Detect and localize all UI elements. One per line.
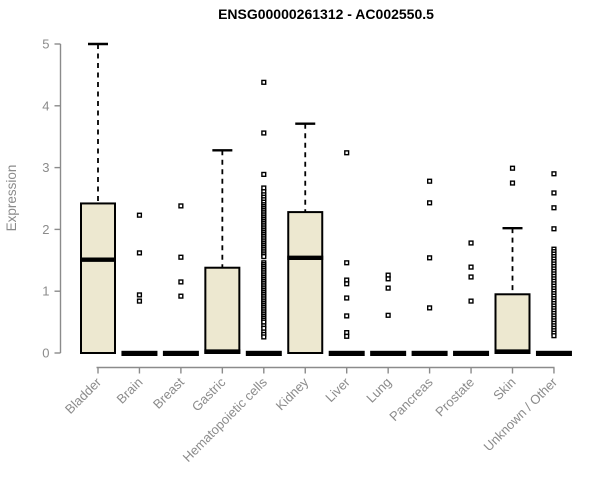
outlier-point [509, 180, 516, 186]
y-tick-label: 2 [42, 222, 49, 237]
x-tick-label: Gastric [189, 374, 229, 414]
outlier-point [261, 130, 267, 136]
boxplot-unknown-other [535, 171, 572, 356]
outlier-point [551, 226, 557, 232]
outlier-point [468, 264, 474, 270]
collapsed-box [328, 350, 365, 356]
x-tick-label: Kidney [273, 374, 312, 413]
y-tick-label: 0 [42, 346, 49, 361]
boxplot-kidney [287, 122, 324, 354]
boxplot-liver [328, 150, 365, 356]
outlier-point [261, 334, 267, 340]
x-tick-label: Skin [490, 375, 518, 403]
outlier-point [136, 250, 143, 256]
outlier-point [178, 293, 184, 299]
boxplot-bladder [80, 42, 116, 354]
box [287, 211, 324, 354]
chart-title: ENSG00000261312 - AC002550.5 [218, 6, 434, 22]
x-tick-label: Prostate [432, 375, 477, 420]
outlier-point [427, 178, 433, 184]
outlier-point [136, 298, 143, 304]
outlier-point [261, 171, 267, 177]
boxplot-prostate [453, 240, 490, 356]
outlier-point [344, 333, 350, 339]
collapsed-box [411, 350, 448, 356]
outlier-point [136, 292, 143, 298]
box [204, 266, 241, 354]
outlier-point [344, 150, 350, 156]
outlier-point [551, 333, 557, 339]
collapsed-box [370, 350, 407, 356]
x-tick-label: Unknown / Other [480, 374, 560, 454]
boxplots [80, 42, 572, 356]
boxplot-skin [494, 165, 531, 355]
x-tick-label: Pancreas [386, 374, 436, 424]
outlier-point [344, 260, 350, 266]
outlier-point [261, 79, 267, 85]
outlier-point [509, 165, 516, 171]
outlier-point [136, 212, 143, 218]
y-axis: 0 1 2 3 4 5 [42, 37, 62, 361]
outlier-point [551, 205, 557, 211]
box [494, 293, 531, 355]
outlier-point [178, 279, 184, 285]
outlier-point [261, 253, 267, 260]
outlier-point [551, 190, 557, 196]
outlier-point [385, 312, 391, 318]
collapsed-box [121, 350, 158, 356]
outlier-point [178, 203, 184, 209]
outlier-point [551, 171, 557, 177]
outlier-point [427, 200, 433, 206]
x-tick-label: Liver [322, 374, 353, 405]
boxplot-lung [370, 272, 407, 356]
x-tick-label: Breast [150, 374, 187, 411]
boxplot-pancreas [411, 178, 448, 356]
box [80, 202, 116, 354]
boxplot-breast [162, 203, 199, 356]
collapsed-box [535, 350, 572, 356]
outlier-point [427, 255, 433, 261]
collapsed-box [453, 350, 490, 356]
outlier-point [468, 298, 474, 304]
x-tick-label: Bladder [62, 374, 105, 417]
outlier-point [427, 305, 433, 311]
x-tick-label: Lung [363, 375, 394, 406]
y-tick-label: 4 [42, 98, 49, 113]
collapsed-box [245, 350, 282, 356]
outlier-point [385, 276, 391, 282]
y-tick-label: 5 [42, 37, 49, 52]
outlier-point [468, 274, 474, 280]
outlier-point [178, 254, 184, 260]
y-tick-label: 3 [42, 160, 49, 175]
collapsed-box [162, 350, 199, 356]
outlier-point [344, 295, 350, 301]
outlier-point [344, 313, 350, 319]
outlier-point [385, 285, 391, 291]
boxplot-brain [121, 212, 158, 356]
outlier-point [344, 281, 350, 287]
y-axis-label: Expression [4, 165, 19, 232]
boxplot-gastric [204, 149, 241, 354]
boxplot-hematopoietic-cells [245, 79, 282, 356]
outlier-point [468, 240, 474, 246]
y-tick-label: 1 [42, 284, 49, 299]
x-tick-label: Brain [113, 375, 145, 407]
